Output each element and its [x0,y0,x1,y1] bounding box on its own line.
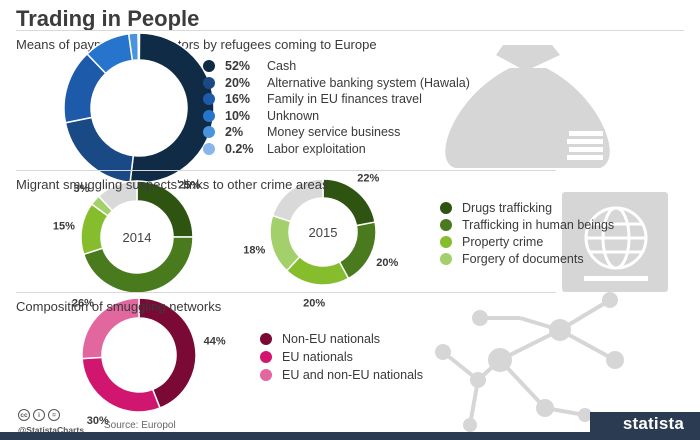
legend-label: Trafficking in human beings [462,218,615,232]
legend-item: 2% Money service business [203,125,400,139]
legend-item: Trafficking in human beings [440,218,614,232]
no-derivatives-icon: = [48,409,60,421]
legend-item: EU nationals [260,350,353,364]
donut-data-label: 18% [243,245,265,257]
attribution-icon: i [33,409,45,421]
legend-item: 52% Cash [203,59,296,73]
legend-item: Drugs trafficking [440,201,552,215]
donut-data-label: 25% [178,180,200,192]
network-icon [435,292,624,432]
legend-item: 0.2% Labor exploitation [203,142,366,156]
legend-label: EU and non-EU nationals [282,368,424,382]
donut-slice [129,32,215,184]
legend-item: 10% Unknown [203,109,319,123]
legend-swatch [260,333,272,345]
footer-bar [0,432,700,440]
legend-value: 52% [225,59,251,73]
links-section-title: Migrant smuggling suspects' links to oth… [16,177,329,192]
legend-label: Cash [267,59,297,73]
donut-slice [322,178,376,227]
legend-label: Unknown [267,108,320,123]
donut-data-label: 22% [357,172,379,184]
legend-item: Forgery of documents [440,252,584,266]
donut-slice [138,297,197,409]
section-divider-1 [16,170,556,171]
statista-logo-box [590,412,700,440]
legend-swatch [440,219,452,231]
donut-data-label: 3% [74,183,90,195]
coin-stack-icon [565,129,605,162]
donut-slice [338,221,377,280]
legend-label: Family in EU finances travel [267,92,422,106]
donut-slice [269,214,301,272]
donut-slice [81,356,161,413]
legend-value: 16% [225,92,251,106]
legend-swatch [440,202,452,214]
legend-label: Money service business [267,125,401,139]
payment-donut [63,32,215,184]
legend-swatch [440,253,452,265]
cc-license-icon: cc [18,409,30,421]
passport-icon [562,192,668,292]
donut-slice [137,32,141,61]
legend-value: 0.2% [225,141,254,156]
donut-slice [64,116,135,184]
donut-slice [82,236,194,294]
donut-data-label: 44% [204,336,226,348]
legend-label: Non-EU nationals [282,332,380,346]
legend-value: 20% [225,75,251,90]
legend-item: EU and non-EU nationals [260,368,423,382]
statista-logo-icon[interactable]: statista [622,414,684,433]
page-title: Trading in People [16,6,200,31]
legend-swatch [203,142,215,155]
legend-swatch [203,60,215,72]
legend-swatch [260,369,272,381]
donut-slice [97,180,138,212]
donut-slice [81,297,140,360]
section-divider-2 [16,292,556,293]
statista-handle: @StatistaCharts [18,425,84,435]
legend-swatch [260,351,272,363]
legend-label: Alternative banking system (Hawala) [267,75,470,90]
legend-item: Non-EU nationals [260,332,380,346]
legend-swatch [203,109,215,122]
donut-data-label: 15% [53,220,75,232]
title-divider [16,30,684,31]
legend-label: EU nationals [282,350,353,364]
legend-value: 2% [225,125,244,139]
donut-data-label: 20% [376,257,398,269]
legend-item: Property crime [440,235,543,249]
legend-swatch [203,76,215,89]
legend-label: Forgery of documents [462,252,584,266]
donut-data-label: 30% [87,415,109,427]
legend-swatch [203,126,215,138]
donut-center-label: 2014 [123,230,152,245]
legend-item: 16% Family in EU finances travel [203,92,422,106]
legend-value: 10% [225,108,251,123]
legend-label: Drugs trafficking [462,201,553,215]
donut-slice [271,178,324,223]
legend-item: 20% Alternative banking system (Hawala) [203,76,470,90]
networks-donut: 44% 30% 26% [72,297,226,427]
legend-swatch [440,236,452,248]
source-note: Source: Europol [104,420,176,431]
links-2015-donut: 22% 20% 20% 18% 2015 [243,172,398,309]
legend-label: Property crime [462,235,544,249]
legend-label: Labor exploitation [267,141,366,156]
networks-section-title: Composition of smuggling networks [16,299,222,314]
donut-data-label: 26% [72,297,94,309]
donut-center-label: 2015 [309,225,338,240]
donut-data-label: 20% [303,297,325,309]
legend-swatch [203,93,215,105]
